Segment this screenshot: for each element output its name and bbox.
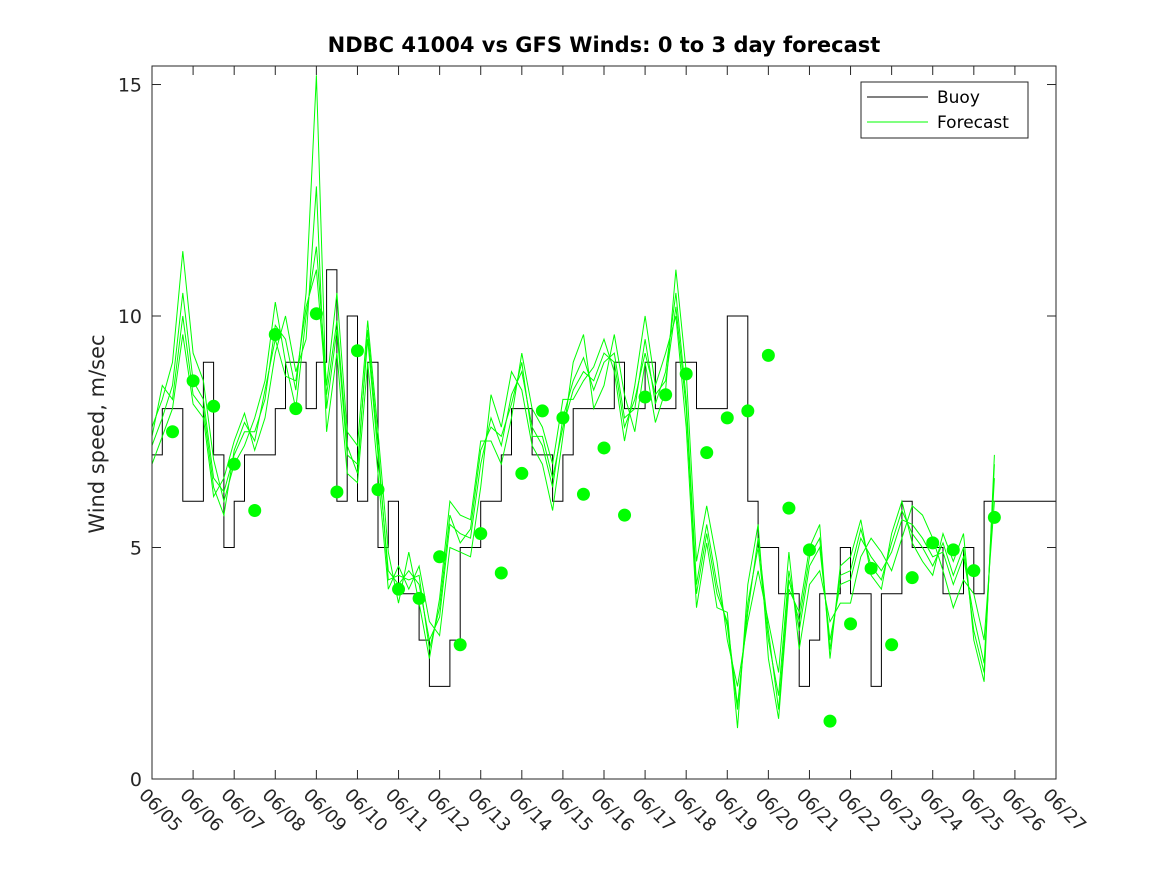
forecast-daily-marker <box>268 328 282 342</box>
forecast-daily-marker <box>392 582 406 596</box>
y-axis-label: Wind speed, m/sec <box>85 334 109 533</box>
forecast-daily-markers <box>166 307 1001 728</box>
y-tick-label: 10 <box>118 306 142 328</box>
buoy-series <box>152 269 1056 687</box>
forecast-daily-marker <box>885 638 899 652</box>
forecast-daily-marker <box>946 543 960 557</box>
legend: Buoy Forecast <box>860 81 1029 139</box>
chart-title: NDBC 41004 vs GFS Winds: 0 to 3 day fore… <box>328 33 881 57</box>
forecast-daily-marker <box>638 390 652 404</box>
forecast-daily-marker <box>782 501 796 515</box>
forecast-daily-marker <box>864 561 878 575</box>
forecast-daily-marker <box>494 566 508 580</box>
forecast-daily-marker <box>309 307 323 321</box>
forecast-daily-marker <box>679 367 693 381</box>
forecast-daily-marker <box>659 388 673 402</box>
forecast-daily-marker <box>576 487 590 501</box>
forecast-daily-marker <box>371 483 385 497</box>
forecast-daily-marker <box>597 441 611 455</box>
forecast-line <box>151 246 995 729</box>
forecast-daily-marker <box>289 402 303 416</box>
forecast-line <box>151 186 995 687</box>
y-tick-label: 5 <box>130 538 142 560</box>
forecast-daily-marker <box>535 404 549 418</box>
forecast-daily-marker <box>248 503 262 517</box>
forecast-daily-marker <box>412 591 426 605</box>
forecast-daily-marker <box>987 510 1001 524</box>
y-tick-label: 15 <box>118 75 142 97</box>
forecast-daily-marker <box>967 564 981 578</box>
forecast-daily-marker <box>166 425 180 439</box>
forecast-daily-marker <box>618 508 632 522</box>
forecast-daily-marker <box>556 411 570 425</box>
forecast-daily-marker <box>186 374 200 388</box>
forecast-daily-marker <box>515 466 529 480</box>
y-tick-label: 0 <box>130 769 142 791</box>
legend-forecast-label: Forecast <box>937 113 1009 133</box>
forecast-daily-marker <box>453 638 467 652</box>
forecast-daily-marker <box>330 485 344 499</box>
legend-buoy-label: Buoy <box>937 88 980 108</box>
y-axis: 0 5 10 15 <box>118 75 1056 791</box>
buoy-line <box>152 269 1056 687</box>
legend-box <box>860 81 1029 139</box>
forecast-daily-marker <box>350 344 364 358</box>
forecast-daily-marker <box>741 404 755 418</box>
forecast-line <box>151 269 995 710</box>
forecast-daily-marker <box>844 617 858 631</box>
forecast-daily-marker <box>700 446 714 460</box>
forecast-daily-marker <box>823 714 837 728</box>
forecast-line <box>151 75 995 710</box>
forecast-daily-marker <box>905 571 919 585</box>
forecast-daily-marker <box>433 550 447 564</box>
forecast-daily-marker <box>761 348 775 362</box>
forecast-daily-marker <box>474 527 488 541</box>
plot-area <box>152 66 1056 779</box>
forecast-daily-marker <box>227 457 241 471</box>
forecast-daily-marker <box>802 543 816 557</box>
forecast-daily-marker <box>926 536 940 550</box>
forecast-daily-marker <box>207 399 221 413</box>
forecast-daily-marker <box>720 411 734 425</box>
forecast-series <box>151 75 995 729</box>
